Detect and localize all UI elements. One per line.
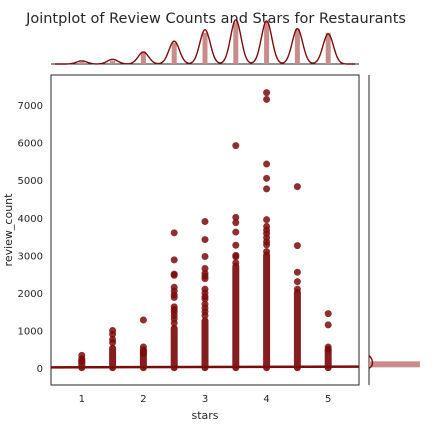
- data-point: [325, 310, 332, 317]
- data-point: [294, 269, 301, 276]
- x-marginal-bar: [110, 61, 115, 64]
- x-marginal-bar: [233, 22, 238, 64]
- y-tick-label: 0: [37, 364, 43, 375]
- data-point: [140, 316, 147, 323]
- x-tick-label: 3: [202, 394, 208, 405]
- x-axis-label: stars: [191, 409, 218, 422]
- scatter-plot-area: 0 1000 2000 3000 4000 5000 6000 7000 1 2 3 4 5: [18, 75, 359, 405]
- y-tick-label: 5000: [18, 176, 43, 187]
- x-marginal-bar: [295, 29, 300, 64]
- y-tick-label: 3000: [18, 251, 43, 262]
- data-point: [294, 242, 301, 249]
- data-point: [202, 275, 209, 282]
- data-point: [171, 272, 178, 279]
- x-tick-label: 4: [263, 394, 269, 405]
- x-marginal-bar: [264, 22, 269, 64]
- data-point: [263, 185, 270, 192]
- y-marginal-distribution: [369, 75, 420, 385]
- y-marginal-bar: [369, 361, 420, 367]
- x-marginal-bar: [172, 43, 177, 64]
- data-point: [171, 294, 178, 301]
- data-point: [171, 256, 178, 263]
- dense-point-column: [202, 317, 209, 371]
- x-marginal-bar: [203, 33, 208, 64]
- data-point: [294, 278, 301, 285]
- data-point: [263, 89, 270, 96]
- data-point: [171, 229, 178, 236]
- y-tick-label: 1000: [18, 327, 43, 338]
- dense-point-column: [294, 289, 301, 371]
- x-marginal-bar: [79, 62, 84, 64]
- x-tick-labels: 1 2 3 4 5: [79, 394, 332, 405]
- data-point: [325, 321, 332, 328]
- regression-line: [51, 367, 359, 368]
- dense-point-column: [78, 357, 85, 371]
- y-tick-labels: 0 1000 2000 3000 4000 5000 6000 7000: [18, 101, 43, 375]
- y-axis-label: review_count: [2, 193, 15, 267]
- x-tick-label: 2: [140, 394, 146, 405]
- x-tick-label: 1: [79, 394, 85, 405]
- data-point: [263, 175, 270, 182]
- data-point: [232, 253, 239, 260]
- x-tick-label: 5: [325, 394, 331, 405]
- data-point: [294, 183, 301, 190]
- y-tick-label: 2000: [18, 289, 43, 300]
- x-marginal-bar: [326, 33, 331, 64]
- data-point: [232, 219, 239, 226]
- data-point: [202, 236, 209, 243]
- chart-title: Jointplot of Review Counts and Stars for…: [25, 11, 406, 27]
- dense-point-column: [171, 325, 178, 371]
- y-tick-label: 4000: [18, 214, 43, 225]
- data-point: [263, 161, 270, 168]
- data-point: [232, 229, 239, 236]
- dense-point-column: [232, 263, 239, 371]
- data-point: [232, 142, 239, 149]
- data-point: [202, 218, 209, 225]
- data-point: [202, 253, 209, 260]
- data-point: [263, 96, 270, 103]
- dense-point-column: [263, 252, 270, 371]
- y-tick-label: 6000: [18, 139, 43, 150]
- data-point: [263, 216, 270, 223]
- y-tick-label: 7000: [18, 101, 43, 112]
- data-point: [232, 242, 239, 249]
- data-point: [263, 241, 270, 248]
